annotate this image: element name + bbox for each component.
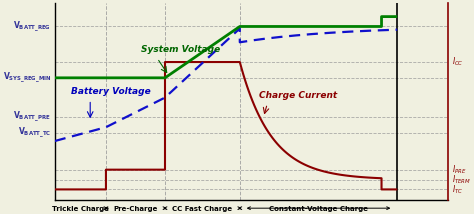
Text: Battery Voltage: Battery Voltage (71, 87, 150, 96)
Text: $I_{PRE}$: $I_{PRE}$ (452, 163, 467, 176)
Text: Constant-Voltage Charge: Constant-Voltage Charge (269, 206, 368, 212)
Text: Pre-Charge: Pre-Charge (113, 206, 158, 212)
Text: $\mathbf{V_{BATT\_TC}}$: $\mathbf{V_{BATT\_TC}}$ (18, 126, 51, 140)
Text: $\mathbf{V_{BATT\_REG}}$: $\mathbf{V_{BATT\_REG}}$ (13, 19, 51, 34)
Text: CC Fast Charge: CC Fast Charge (173, 206, 232, 212)
Text: Charge Current: Charge Current (259, 91, 337, 100)
Text: System Voltage: System Voltage (141, 45, 220, 54)
Text: $I_{TC}$: $I_{TC}$ (452, 183, 464, 196)
Text: $\mathbf{V_{BATT\_PRE}}$: $\mathbf{V_{BATT\_PRE}}$ (13, 110, 51, 124)
Text: $I_{TERM}$: $I_{TERM}$ (452, 173, 472, 186)
Text: Trickle Charge: Trickle Charge (52, 206, 109, 212)
Text: $I_{CC}$: $I_{CC}$ (452, 56, 464, 68)
Text: $\mathbf{V_{SYS\_REG\_MIN}}$: $\mathbf{V_{SYS\_REG\_MIN}}$ (2, 71, 51, 85)
